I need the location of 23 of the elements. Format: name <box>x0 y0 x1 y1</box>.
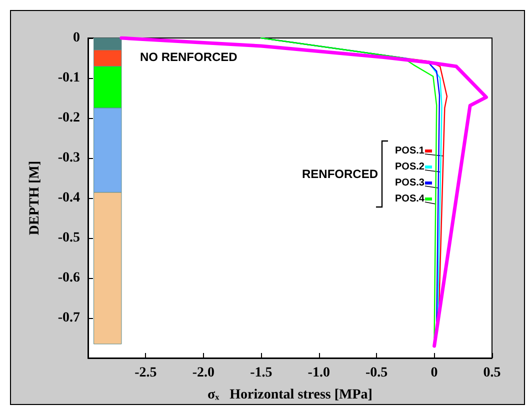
y-tick-label: -0.7 <box>58 310 80 326</box>
y-tick-label: 0 <box>73 30 80 46</box>
legend-label: POS.1 <box>395 146 425 156</box>
x-tick-label: 0 <box>430 366 438 380</box>
x-tick-label: -1.5 <box>250 366 272 380</box>
y-axis-title: DEPTH [M] <box>28 160 42 236</box>
legend-label: POS.2 <box>395 162 425 172</box>
x-tick-label: 0.5 <box>483 366 501 380</box>
x-tick-label: -1.0 <box>308 366 330 380</box>
legend-label: POS.3 <box>395 178 425 188</box>
annotation: RENFORCED <box>302 167 378 181</box>
y-tick-label: -0.3 <box>58 150 80 166</box>
annotation: NO RENFORCED <box>140 50 238 64</box>
y-tick-label: -0.4 <box>58 190 80 206</box>
legend-label: POS.4 <box>395 194 425 204</box>
x-tick-label: -2.0 <box>192 366 215 380</box>
x-tick-label: -2.5 <box>134 366 157 380</box>
y-tick-label: -0.5 <box>58 230 80 246</box>
y-tick-label: -0.6 <box>58 270 80 286</box>
y-tick-label: -0.2 <box>58 110 80 126</box>
y-tick-label: -0.1 <box>58 70 80 86</box>
x-axis-title: σₓ Horizontal stress [MPa] <box>208 388 372 402</box>
x-tick-label: -0.5 <box>365 366 388 380</box>
